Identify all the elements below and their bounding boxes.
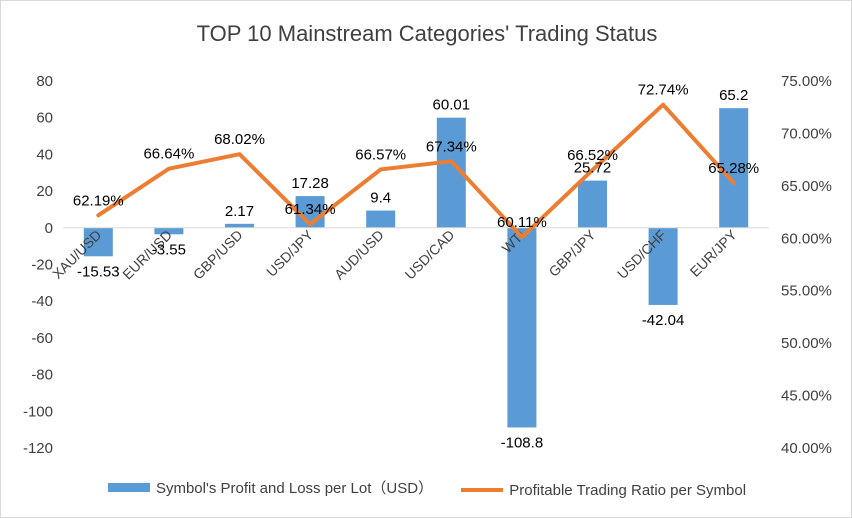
- bar-data-label: -3.55: [152, 241, 186, 258]
- bar-data-label: 60.01: [433, 97, 471, 114]
- line-data-label: 72.74%: [638, 82, 689, 99]
- bar-data-label: 25.72: [574, 160, 612, 177]
- y-left-tick-label: 0: [45, 220, 53, 237]
- y-left-tick-label: 80: [36, 73, 53, 90]
- y-left-tick-label: -20: [31, 257, 53, 274]
- chart-title: TOP 10 Mainstream Categories' Trading St…: [196, 21, 658, 46]
- bar-data-label: -15.53: [77, 263, 120, 280]
- bar-data-label: 65.2: [719, 87, 748, 104]
- line-data-label: 67.34%: [426, 138, 477, 155]
- line-data-label: 66.52%: [567, 147, 618, 164]
- line-data-label: 62.19%: [73, 192, 124, 209]
- y-left-tick-label: 60: [36, 110, 53, 127]
- bar-data-label: 9.4: [370, 190, 391, 207]
- y-left-tick-label: 40: [36, 146, 53, 163]
- legend-swatch-bar: [107, 483, 150, 492]
- legend-label-bar: Symbol's Profit and Loss per Lot（USD）: [155, 480, 434, 497]
- bar: [719, 108, 749, 228]
- x-tick-label: GBP/USD: [190, 227, 246, 283]
- bar: [648, 227, 678, 305]
- legend: Symbol's Profit and Loss per Lot（USD） Pr…: [1, 477, 851, 499]
- x-tick-label: USD/JPY: [263, 226, 317, 280]
- bar: [578, 180, 607, 228]
- y-left-tick-label: -60: [31, 330, 53, 347]
- x-tick-label: GBP/JPY: [545, 226, 599, 280]
- y-left-tick-label: -120: [23, 440, 53, 457]
- y-right-tick-label: 50.00%: [781, 335, 832, 352]
- bar-data-label: -42.04: [642, 312, 685, 329]
- line-data-label: 61.34%: [285, 201, 336, 218]
- y-right-tick-label: 60.00%: [781, 230, 832, 247]
- y-right-tick-label: 65.00%: [781, 178, 832, 195]
- series-line: [96, 102, 736, 240]
- legend-label-line: Profitable Trading Ratio per Symbol: [509, 481, 747, 499]
- legend-swatch-line: [461, 488, 504, 492]
- bar: [154, 227, 184, 235]
- bar-data-label: 17.28: [291, 175, 329, 192]
- legend-item-bar: Symbol's Profit and Loss per Lot（USD）: [107, 477, 434, 498]
- x-tick-label: EUR/JPY: [687, 226, 741, 280]
- bar-data-label: -108.8: [501, 434, 544, 451]
- y-left-tick-label: -80: [31, 367, 53, 384]
- y-right-tick-label: 45.00%: [781, 388, 832, 405]
- legend-item-line: Profitable Trading Ratio per Symbol: [461, 482, 746, 499]
- bar-data-label: 2.17: [225, 203, 254, 220]
- y-left-tick-label: 20: [36, 183, 53, 200]
- line-data-label: 65.28%: [708, 160, 759, 177]
- y-left-tick-label: -100: [23, 403, 53, 420]
- bar: [83, 227, 113, 257]
- y-right-tick-label: 75.00%: [781, 73, 832, 90]
- x-tick-label: AUD/USD: [331, 227, 387, 283]
- line-data-label: 60.11%: [497, 214, 547, 231]
- line-data-label: 68.02%: [214, 131, 265, 148]
- y-left-tick-label: -40: [31, 293, 53, 310]
- y-right-tick-label: 70.00%: [781, 125, 832, 142]
- line-data-label: 66.57%: [355, 146, 406, 163]
- y-right-tick-label: 55.00%: [781, 283, 832, 300]
- x-tick-label: USD/CAD: [402, 227, 458, 283]
- y-right-tick-label: 40.00%: [781, 440, 832, 457]
- line-data-label: 66.64%: [143, 146, 194, 163]
- bar: [225, 223, 254, 228]
- bar: [507, 227, 537, 428]
- bar: [366, 210, 396, 228]
